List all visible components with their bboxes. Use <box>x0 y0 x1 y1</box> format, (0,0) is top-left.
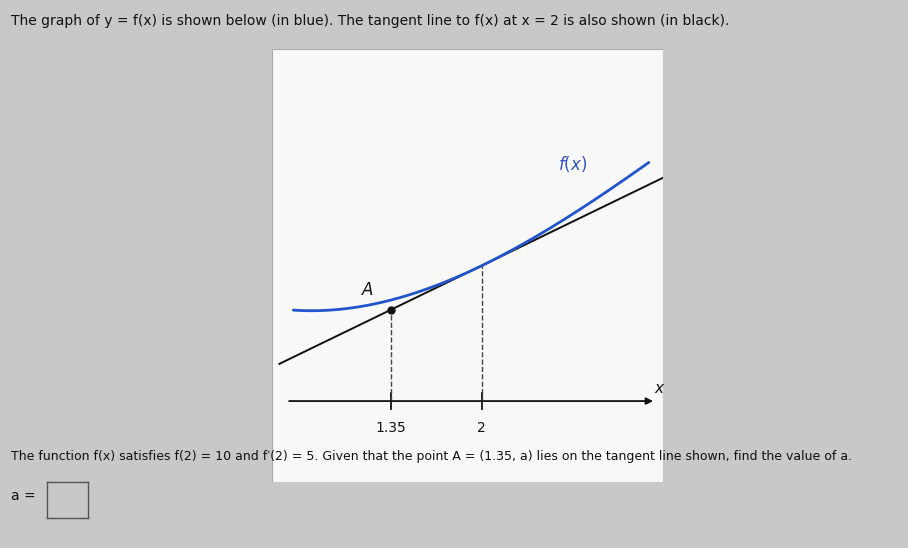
Text: $f(x)$: $f(x)$ <box>558 155 587 174</box>
Text: $x$: $x$ <box>655 381 666 396</box>
Text: The graph of y = f(x) is shown below (in blue). The tangent line to f(x) at x = : The graph of y = f(x) is shown below (in… <box>11 14 729 28</box>
Text: $A$: $A$ <box>361 282 374 299</box>
Text: 1.35: 1.35 <box>376 421 406 435</box>
Text: 2: 2 <box>478 421 486 435</box>
Text: The function f(x) satisfies f(2) = 10 and f′(2) = 5. Given that the point A = (1: The function f(x) satisfies f(2) = 10 an… <box>11 450 852 464</box>
Text: a =: a = <box>11 489 35 503</box>
